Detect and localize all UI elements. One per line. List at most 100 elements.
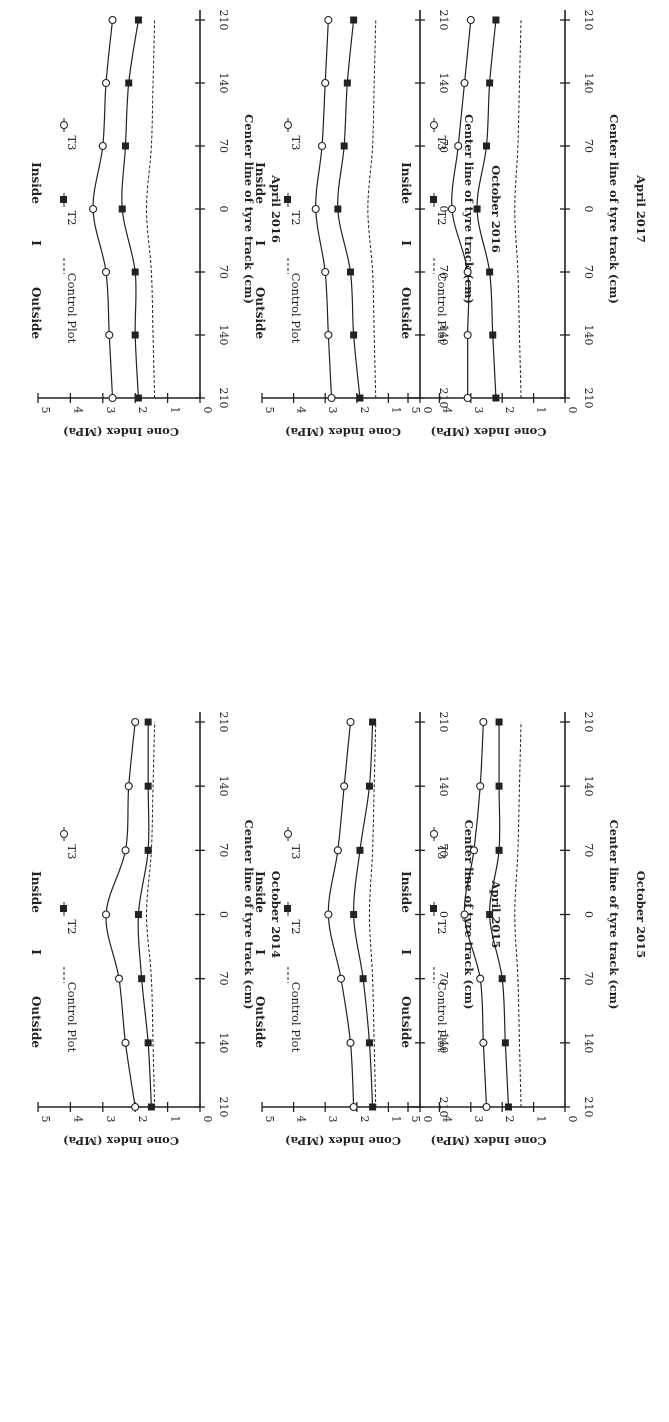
chart4-series-control-line (367, 19, 377, 399)
chart0-x-tick-label: 210 (217, 712, 230, 733)
chart1-series-control-line (368, 721, 377, 1108)
chart4-point-t3 (317, 141, 327, 151)
chart0-point-t2 (144, 846, 152, 854)
chart5-legend-swatch-t2-marker (430, 196, 437, 203)
chart4-x-tick-label: 210 (437, 10, 450, 31)
chart4-point-t2 (350, 16, 358, 24)
chart5-chart-title: April 2017 (634, 174, 648, 243)
chart0-point-t3 (131, 717, 140, 727)
chart1-point-t3 (340, 782, 349, 791)
chart5-point-t2 (492, 16, 500, 24)
chart4-y-tick-label: 3 (326, 407, 339, 414)
chart2-x-axis-label: Center line of tyre track (cm) (607, 820, 621, 1010)
chart5-y-tick-label: 5 (409, 407, 422, 414)
chart2-point-t2 (501, 1039, 509, 1047)
chart4-point-t3 (321, 78, 330, 88)
chart1-point-t2 (359, 975, 367, 983)
chart0-y-tick-label: 5 (39, 1116, 52, 1123)
chart2-point-t2 (486, 911, 494, 918)
chart1-point-t2 (365, 1039, 373, 1047)
chart0-y-tick-label: 2 (136, 1116, 149, 1123)
chart0-point-t2 (138, 975, 146, 983)
chart0-point-t3 (121, 1038, 130, 1047)
chart3-header-outside: Outside (29, 287, 43, 339)
chart0-point-t3 (124, 782, 133, 791)
chart0-x-tick-label: 70 (217, 972, 230, 986)
chart3-header-divider: I (29, 240, 43, 246)
chart1-x-tick-label: 210 (437, 712, 450, 733)
chart5-x-axis-label: Center line of tyre track (cm) (607, 114, 621, 304)
chart2-chart-title: October 2015 (634, 871, 648, 958)
chart4-legend-label-t3: T3 (289, 136, 303, 151)
chart4-x-axis-label: Center line of tyre track (cm) (462, 114, 476, 304)
chart1-x-tick-label: 140 (437, 776, 450, 797)
chart0-chart-title: October 2014 (269, 871, 283, 958)
chart0-y-tick-label: 3 (104, 1116, 117, 1123)
chart2-header-divider: I (399, 949, 413, 955)
chart4-point-t2 (356, 394, 364, 402)
chart1-x-tick-label: 70 (437, 972, 450, 986)
chart1-y-tick-label: 0 (421, 1116, 434, 1123)
chart1-point-t3 (349, 1102, 358, 1112)
chart0-point-t2 (144, 1039, 152, 1047)
chart5-point-t3 (466, 15, 475, 25)
chart4-point-t2 (343, 79, 351, 87)
chart5-point-t2 (473, 205, 481, 213)
chart2-point-t2 (504, 1103, 512, 1111)
chart3-point-t3 (98, 141, 107, 151)
chart5-point-t2 (486, 268, 494, 276)
chart4-legend-swatch-t2-marker (284, 196, 291, 203)
chart2-header-outside: Outside (399, 996, 413, 1048)
chart3-point-t2 (118, 205, 126, 213)
chart0-series-control-line (146, 721, 156, 1108)
chart3-point-t3 (89, 204, 98, 214)
chart2-point-t3 (476, 782, 485, 791)
chart5-point-t3 (447, 204, 457, 214)
chart5-x-tick-label: 210 (582, 388, 595, 409)
chart4-x-tick-label: 0 (437, 206, 450, 213)
chart2-point-t2 (498, 975, 506, 983)
chart2-x-tick-label: 210 (582, 1097, 595, 1118)
chart5-point-t2 (486, 79, 494, 87)
chart0-legend-label-control: Control Plot (65, 982, 79, 1053)
chart2-point-t2 (495, 846, 503, 854)
chart0-point-t3 (114, 974, 124, 983)
chart2-legend-swatch-t2-marker (430, 905, 437, 912)
chart1-point-t3 (333, 846, 342, 855)
chart0-point-t2 (144, 718, 152, 726)
chart0-x-tick-label: 70 (217, 843, 230, 857)
chart5-header-divider: I (399, 240, 413, 246)
chart3-header-inside: Inside (29, 162, 43, 204)
chart0-point-t3 (101, 910, 111, 919)
chart5-legend-swatch-t3-marker (430, 121, 438, 129)
chart3-point-t2 (131, 331, 139, 339)
chart0-header-divider: I (29, 949, 43, 955)
chart1-point-t2 (369, 1103, 377, 1111)
chart3-x-tick-label: 210 (217, 388, 230, 409)
chart3-series-control-line (146, 19, 156, 399)
chart1-x-axis-label: Center line of tyre track (cm) (462, 820, 476, 1010)
chart4-point-t2 (340, 142, 348, 150)
chart1-legend-label-t3: T3 (289, 845, 303, 860)
chart0-point-t3 (121, 846, 130, 855)
chart5-point-t2 (492, 394, 500, 402)
chart3-point-t2 (131, 268, 139, 276)
chart5-point-t3 (463, 267, 472, 277)
chart3-x-tick-label: 70 (217, 265, 230, 279)
chart5-legend-label-control: Control Plot (435, 273, 449, 344)
chart0-header-outside: Outside (29, 996, 43, 1048)
chart1-point-t2 (365, 782, 373, 790)
chart4-legend-label-t2: T2 (289, 211, 303, 226)
chart4-point-t3 (321, 267, 330, 277)
chart0-x-axis-label: Center line of tyre track (cm) (242, 820, 256, 1010)
chart1-point-t3 (346, 717, 355, 727)
chart3-legend-label-control: Control Plot (65, 273, 79, 344)
chart5-header-outside: Outside (399, 287, 413, 339)
chart2-y-tick-label: 2 (503, 1116, 516, 1123)
chart0-x-tick-label: 140 (217, 1032, 230, 1053)
chart3-chart-title: April 2016 (269, 174, 283, 243)
chart2-point-t3 (469, 846, 478, 855)
chart5-x-tick-label: 140 (582, 325, 595, 346)
chart1-y-axis-label: Cone Index (MPa) (285, 1134, 401, 1148)
